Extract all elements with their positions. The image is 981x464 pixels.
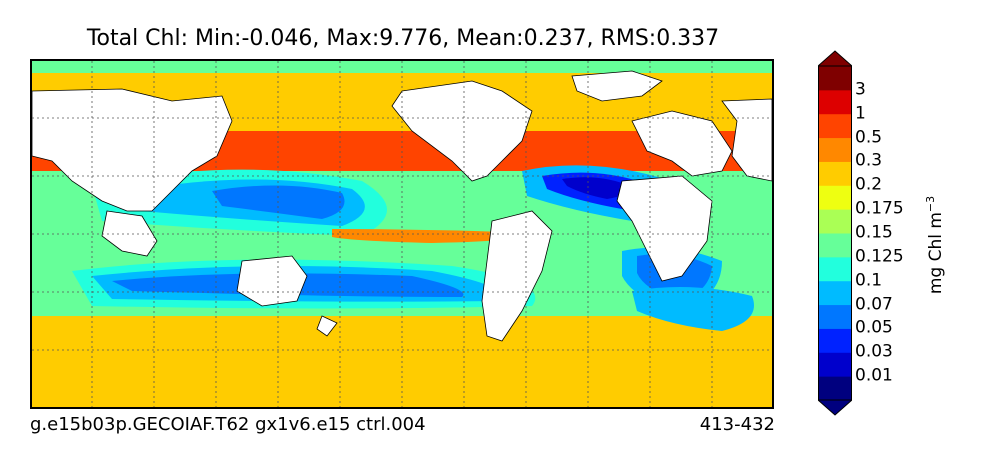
colorbar-segment [818,376,852,401]
colorbar-unit-base: mg Chl m [925,212,946,295]
colorbar-tick-label: 1 [855,103,866,124]
colorbar-segment [818,113,852,139]
chlorophyll-map [30,59,774,409]
ocean-band-antarctic [32,351,772,407]
land-north-america [391,80,533,182]
land-asia [32,88,233,212]
colorbar-tick-labels: 0.01 0.03 0.05 0.07 0.1 0.125 0.15 0.175 0.2 0.3 0… [855,79,925,387]
colorbar-segment [818,185,852,210]
run-identifier: g.e15b03p.GECOIAF.T62 gx1v6.e15 ctrl.004 [30,414,426,435]
colorbar-tick-label: 0.07 [855,294,893,315]
land-australia [236,255,308,307]
map-canvas [32,61,772,407]
colorbar-segment [818,233,852,258]
colorbar-segment [818,280,852,306]
colorbar [818,50,852,416]
colorbar-segment [818,89,852,115]
land-maritime-asia [101,210,158,257]
graticule [32,61,772,407]
land-new-zealand [316,315,338,337]
colorbar-tick-label: 0.01 [855,365,893,386]
colorbar-segment [818,137,852,162]
land-europe [631,110,733,177]
map-title: Total Chl: Min:-0.046, Max:9.776, Mean:0… [86,26,720,51]
colorbar-tick-label: 0.05 [855,317,893,338]
north-atlantic-gyre-core [562,177,632,199]
colorbar-tick-label: 0.1 [855,270,883,291]
colorbar-segment [818,328,852,353]
indian-ocean-gyre [632,287,754,331]
land-africa [616,175,713,282]
colorbar-segment [818,161,852,186]
colorbar-unit-label: mg Chl m−3 [924,196,946,294]
colorbar-tick-label: 0.175 [855,198,904,219]
colorbar-segment [818,209,852,234]
colorbar-tick-label: 0.125 [855,246,904,267]
land-masses [32,70,772,342]
colorbar-tick-label: 0.2 [855,174,883,195]
colorbar-tick-label: 3 [855,79,866,100]
colorbar-frame [818,65,852,401]
colorbar-extend-max [818,50,852,67]
colorbar-segment [818,256,852,282]
year-range: 413-432 [699,414,775,435]
colorbar-unit-exponent: −3 [924,195,938,213]
colorbar-tick-label: 0.03 [855,341,893,362]
colorbar-tick-label: 0.15 [855,222,893,243]
colorbar-segment [818,352,852,377]
colorbar-tick-label: 0.5 [855,127,883,148]
colorbar-segment [818,66,852,91]
land-south-america [481,210,553,342]
colorbar-extend-min [818,399,852,416]
colorbar-tick-label: 0.3 [855,150,883,171]
land-greenland [571,70,663,102]
equatorial-pacific-band [332,229,532,243]
colorbar-segment [818,304,852,329]
